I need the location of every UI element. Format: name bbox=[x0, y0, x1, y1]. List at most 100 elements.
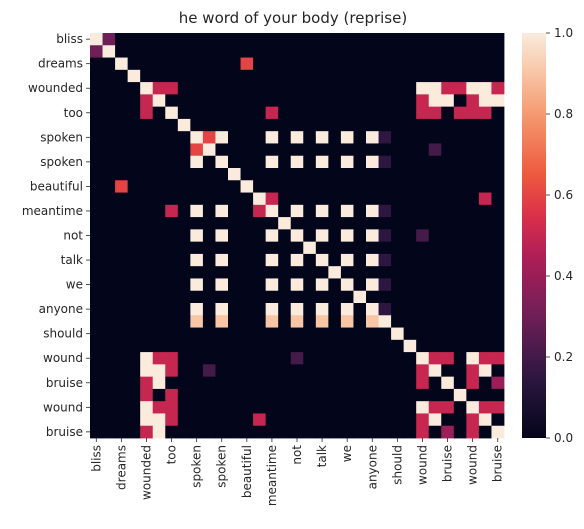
heatmap-cell bbox=[478, 217, 492, 230]
heatmap-cell bbox=[290, 364, 304, 378]
heatmap-cell bbox=[328, 278, 342, 292]
heatmap-cell bbox=[403, 94, 417, 108]
heatmap-cell bbox=[253, 33, 267, 46]
heatmap-cell bbox=[152, 57, 166, 71]
heatmap-cell bbox=[290, 94, 304, 108]
heatmap-cell bbox=[353, 69, 367, 83]
heatmap-cell bbox=[102, 82, 116, 95]
heatmap-cell bbox=[378, 180, 392, 193]
heatmap-cell bbox=[328, 401, 342, 414]
heatmap-cell bbox=[240, 106, 254, 120]
heatmap-cell bbox=[466, 303, 480, 316]
heatmap-cell bbox=[90, 229, 103, 243]
heatmap-cell bbox=[378, 118, 392, 132]
x-tick-label: too bbox=[165, 445, 179, 464]
heatmap-cell bbox=[366, 118, 379, 132]
heatmap-cell bbox=[290, 229, 304, 243]
heatmap-cell bbox=[102, 45, 116, 58]
heatmap-cell bbox=[315, 278, 329, 292]
heatmap-cell bbox=[240, 401, 254, 414]
heatmap-cell bbox=[491, 217, 505, 230]
heatmap-cell bbox=[416, 192, 430, 206]
heatmap-cell bbox=[140, 45, 154, 58]
heatmap-cell bbox=[378, 204, 392, 218]
heatmap-cell bbox=[265, 118, 279, 132]
heatmap-cell bbox=[466, 106, 480, 120]
heatmap-cell bbox=[202, 118, 216, 132]
heatmap-cell bbox=[478, 352, 492, 365]
heatmap-cell bbox=[466, 388, 480, 402]
heatmap-cell bbox=[177, 45, 191, 58]
heatmap-cell bbox=[90, 45, 103, 58]
heatmap-cell bbox=[278, 82, 292, 95]
heatmap-cell bbox=[491, 376, 505, 390]
heatmap-cell bbox=[265, 57, 279, 71]
heatmap-cell bbox=[378, 425, 392, 439]
heatmap-cell bbox=[240, 118, 254, 132]
heatmap-cell bbox=[315, 413, 329, 427]
heatmap-cell bbox=[90, 168, 103, 181]
heatmap-cell bbox=[428, 266, 442, 279]
heatmap-cell bbox=[265, 266, 279, 279]
heatmap-cell bbox=[202, 82, 216, 95]
heatmap-cell bbox=[328, 168, 342, 181]
heatmap-cell bbox=[491, 155, 505, 169]
heatmap-cell bbox=[90, 253, 103, 267]
heatmap-cell bbox=[340, 204, 354, 218]
heatmap-cell bbox=[190, 168, 204, 181]
heatmap-cell bbox=[127, 352, 141, 365]
heatmap-cell bbox=[102, 33, 116, 46]
heatmap-cell bbox=[315, 425, 329, 439]
heatmap-cell bbox=[127, 180, 141, 193]
heatmap-cell bbox=[403, 278, 417, 292]
heatmap-cell bbox=[416, 315, 430, 328]
heatmap-cell bbox=[240, 266, 254, 279]
heatmap-cell bbox=[177, 57, 191, 71]
heatmap-cell bbox=[403, 168, 417, 181]
heatmap-cell bbox=[152, 253, 166, 267]
heatmap-cell bbox=[391, 278, 405, 292]
heatmap-cell bbox=[491, 315, 505, 328]
heatmap-cell bbox=[90, 143, 103, 157]
heatmap-cell bbox=[165, 290, 179, 304]
heatmap-cell bbox=[428, 57, 442, 71]
heatmap-cell bbox=[328, 69, 342, 83]
heatmap-cell bbox=[491, 364, 505, 378]
heatmap-cell bbox=[453, 82, 467, 95]
heatmap-cell bbox=[416, 290, 430, 304]
colorbar-tick-label: 0.8 bbox=[554, 107, 573, 121]
heatmap-cell bbox=[290, 33, 304, 46]
heatmap-cell bbox=[378, 94, 392, 108]
heatmap-cell bbox=[416, 33, 430, 46]
heatmap-cell bbox=[290, 131, 304, 144]
heatmap-cell bbox=[416, 94, 430, 108]
heatmap-cell bbox=[453, 45, 467, 58]
heatmap-cell bbox=[403, 352, 417, 365]
heatmap-cell bbox=[140, 315, 154, 328]
heatmap-cell bbox=[265, 155, 279, 169]
heatmap-cell bbox=[240, 290, 254, 304]
heatmap-cell bbox=[453, 168, 467, 181]
heatmap-cell bbox=[303, 315, 317, 328]
heatmap-cell bbox=[353, 413, 367, 427]
heatmap-cell bbox=[90, 376, 103, 390]
heatmap-cell bbox=[378, 290, 392, 304]
heatmap-cell bbox=[278, 33, 292, 46]
heatmap-cell bbox=[152, 168, 166, 181]
heatmap-cell bbox=[165, 57, 179, 71]
heatmap-cell bbox=[303, 376, 317, 390]
heatmap-cell bbox=[403, 364, 417, 378]
heatmap-cell bbox=[152, 315, 166, 328]
heatmap-cell bbox=[303, 143, 317, 157]
heatmap-cell bbox=[290, 155, 304, 169]
heatmap-cell bbox=[453, 376, 467, 390]
heatmap-cell bbox=[228, 352, 241, 365]
heatmap-cell bbox=[366, 180, 379, 193]
heatmap-cell bbox=[228, 131, 241, 144]
heatmap-cell bbox=[378, 315, 392, 328]
heatmap-cell bbox=[190, 401, 204, 414]
heatmap-cell bbox=[391, 131, 405, 144]
heatmap-cell bbox=[453, 241, 467, 255]
heatmap-cell bbox=[403, 82, 417, 95]
heatmap-cell bbox=[102, 168, 116, 181]
